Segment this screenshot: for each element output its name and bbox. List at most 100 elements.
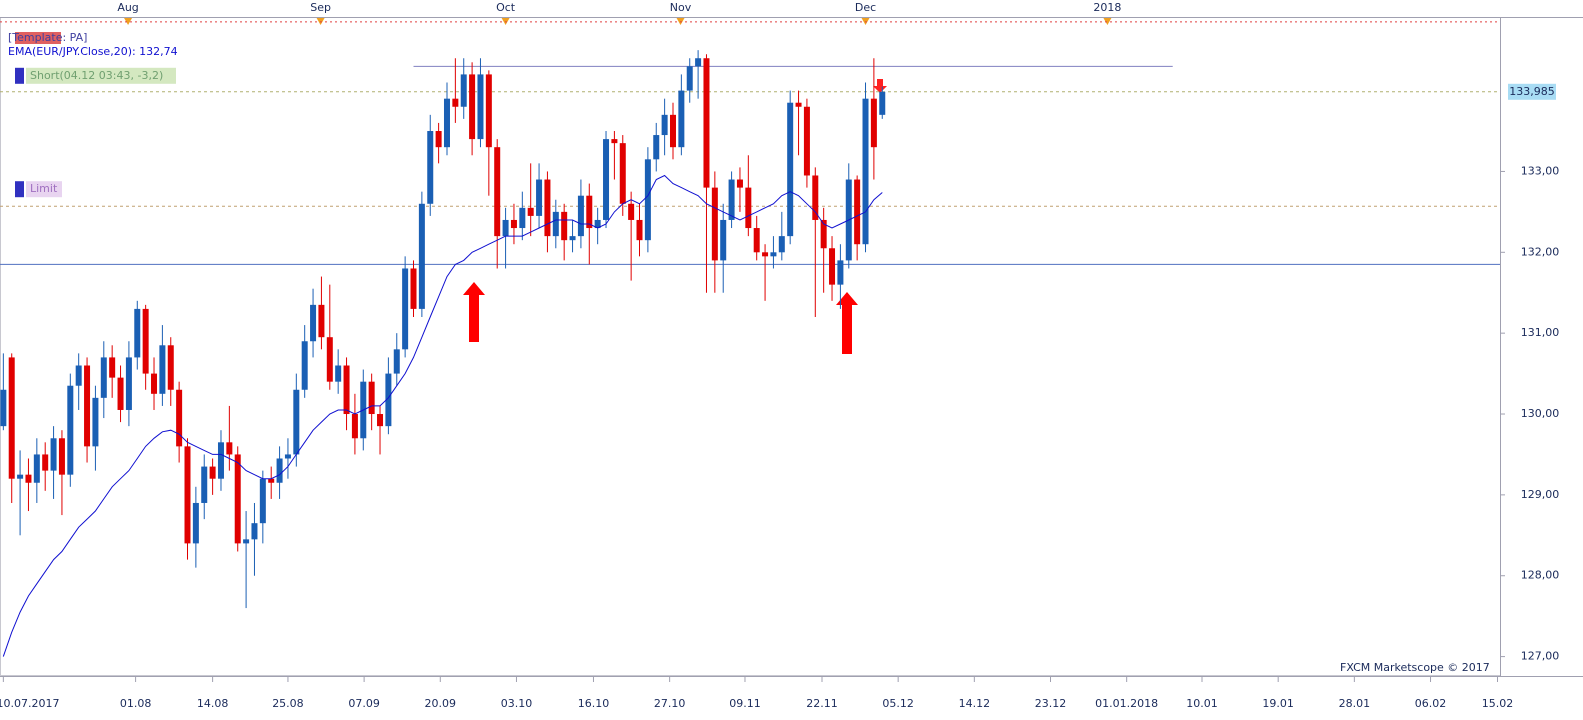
candle-body — [661, 114, 668, 136]
x-tick-label: 28.01 — [1339, 697, 1371, 710]
candle-body — [284, 454, 291, 459]
candle-body — [778, 236, 785, 253]
x-tick-label: 19.01 — [1262, 697, 1294, 710]
candle-body — [653, 135, 660, 160]
x-tick-label: 14.12 — [959, 697, 991, 710]
candle-body — [703, 58, 710, 188]
x-tick-label: 07.09 — [348, 697, 380, 710]
top-tick-label: Oct — [496, 1, 516, 14]
candle-body — [318, 304, 325, 338]
top-tick-label: Nov — [670, 1, 692, 14]
candle-body — [268, 478, 275, 483]
candle-body — [787, 102, 794, 237]
candle-body — [586, 195, 593, 229]
candle-body — [577, 195, 584, 237]
candle-body — [67, 385, 74, 475]
candle-body — [276, 458, 283, 483]
candle-body — [477, 74, 484, 140]
template-box — [15, 32, 61, 44]
y-tick-label: 129,00 — [1521, 488, 1560, 501]
candle-body — [25, 474, 32, 483]
candle-body — [192, 502, 199, 544]
candle-body — [402, 268, 409, 350]
x-tick-label: 14.08 — [197, 697, 229, 710]
candle-body — [310, 304, 317, 342]
candle-body — [50, 438, 57, 471]
candle-body — [209, 466, 216, 479]
candle-body — [644, 159, 651, 241]
x-tick-label: 01.01.2018 — [1095, 697, 1158, 710]
candle-body — [335, 365, 342, 382]
candle-body — [351, 414, 358, 439]
ema-line — [2, 174, 883, 657]
candle-body — [368, 381, 375, 415]
candle-body — [151, 373, 158, 394]
x-tick-label: 23.12 — [1035, 697, 1067, 710]
candle-body — [84, 365, 91, 447]
candle-body — [385, 373, 392, 427]
candle-body — [293, 389, 300, 455]
candle-body — [201, 466, 208, 503]
candle-body — [243, 539, 250, 544]
x-tick-label: 15.02 — [1482, 697, 1514, 710]
candle-body — [109, 357, 116, 378]
candle-body — [343, 365, 350, 415]
candle-body — [829, 248, 836, 285]
candle-body — [795, 102, 802, 107]
short-arrow — [873, 79, 887, 93]
candle-body — [469, 74, 476, 140]
x-tick-label: 20.09 — [425, 697, 457, 710]
candle-body — [117, 377, 124, 410]
candle-body — [879, 91, 886, 115]
y-tick-label: 127,00 — [1521, 650, 1560, 663]
candle-body — [753, 228, 760, 253]
x-tick-label: 10.01 — [1186, 697, 1218, 710]
candle-body — [519, 207, 526, 229]
candle-body — [686, 66, 693, 91]
candle-body — [443, 98, 450, 148]
annotations: [Template: PA] EMA(EUR/JPY.Close,20): 13… — [8, 31, 1490, 674]
top-tick — [124, 18, 133, 25]
top-tick-label: Sep — [310, 1, 331, 14]
candle-body — [678, 90, 685, 148]
candle-body — [42, 454, 49, 471]
candle-body — [594, 219, 601, 229]
x-tick-label: 03.10 — [501, 697, 533, 710]
limit-marker — [15, 181, 24, 198]
short-marker — [15, 67, 24, 84]
candle-body — [628, 203, 635, 220]
candle-body — [184, 446, 191, 544]
x-tick-label: 25.08 — [272, 697, 304, 710]
template-label: [Template: PA] — [8, 31, 87, 44]
limit-label: Limit — [30, 182, 58, 195]
candle-body — [418, 203, 425, 309]
candle-body — [435, 131, 442, 148]
candle-body — [862, 98, 869, 245]
signal-arrow — [463, 282, 485, 342]
candle-body — [410, 268, 417, 309]
candle-body — [736, 179, 743, 188]
candle-body — [695, 58, 702, 67]
price-tag-label: 133,985 — [1509, 85, 1555, 98]
top-tick-label: Dec — [855, 1, 876, 14]
candle-body — [301, 341, 308, 390]
candle-body — [0, 389, 7, 427]
candle-body — [494, 147, 501, 237]
candle-body — [837, 260, 844, 285]
candle-body — [812, 175, 819, 220]
candle-body — [870, 98, 877, 148]
y-tick-label: 133,00 — [1521, 164, 1560, 177]
candle-body — [377, 414, 384, 427]
limit-box — [26, 181, 62, 198]
candle-body — [745, 187, 752, 229]
candle-body — [8, 357, 15, 479]
x-tick-label: 16.10 — [578, 697, 610, 710]
candle-body — [17, 474, 24, 479]
signal-arrow — [836, 292, 858, 354]
candle-body — [217, 442, 224, 479]
candle-body — [234, 454, 241, 544]
y-tick-label: 128,00 — [1521, 569, 1560, 582]
candle-body — [803, 106, 810, 176]
candle-body — [552, 211, 559, 237]
